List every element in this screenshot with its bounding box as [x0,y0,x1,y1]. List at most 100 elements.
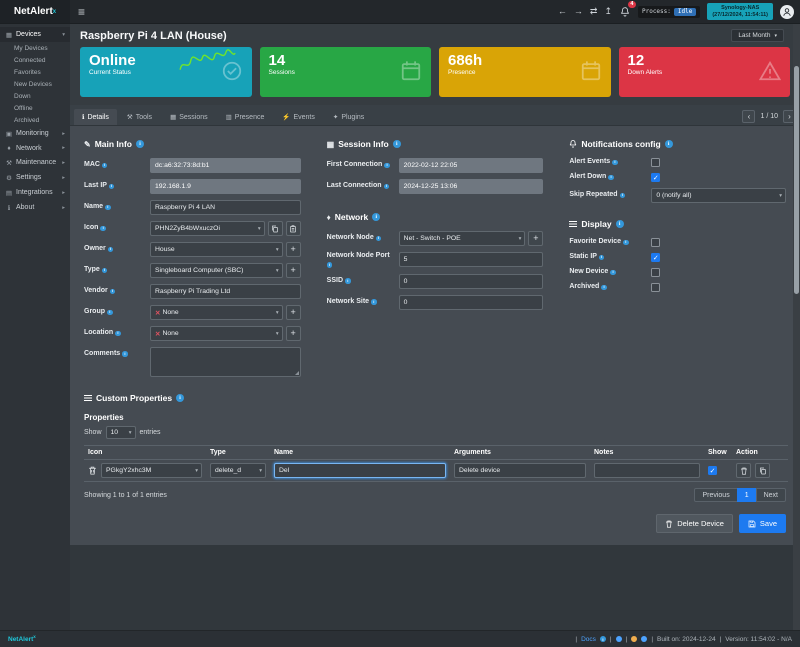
ssid-input[interactable]: 0 [398,273,544,289]
back-icon[interactable]: ← [557,6,567,16]
info-icon[interactable]: i [107,310,113,316]
server-badge[interactable]: Synology-NAS (27/12/2024, 11:54:11) [707,3,773,20]
sidebar-item-network[interactable]: ♦ Network ▸ [0,141,70,155]
info-icon[interactable]: i [107,247,114,253]
tab-plugins[interactable]: ✦ Plugins [325,109,372,125]
sidebar-item-connected[interactable]: Connected [14,56,46,64]
info-icon[interactable]: i [383,184,389,190]
new-device-checkbox[interactable]: ✓ [651,268,661,277]
add-owner-button[interactable]: + [285,242,301,257]
mac-input[interactable]: dc:a6:32:73:8d:b1 [150,158,301,173]
owner-select[interactable]: House ▾ [150,242,283,257]
info-icon[interactable]: i [375,236,382,242]
add-type-button[interactable]: + [285,263,301,278]
info-icon[interactable]: i [610,270,616,276]
sponsor-icon[interactable] [641,636,648,642]
upload-icon[interactable]: ↥ [604,6,612,16]
network-node-port-input[interactable]: 5 [398,252,544,268]
info-icon[interactable]: i [664,140,673,148]
tab-sessions[interactable]: ▦ Sessions [162,109,216,125]
info-icon[interactable]: i [176,394,185,402]
property-show-checkbox[interactable]: ✓ [708,466,717,475]
info-icon[interactable]: i [372,213,381,221]
scrollbar-thumb[interactable] [794,66,799,294]
vendor-input[interactable]: Raspberry Pi Trading Ltd [150,284,301,299]
skip-repeated-select[interactable]: 0 (notify all) ▾ [651,188,786,203]
info-icon[interactable]: i [619,193,626,199]
last-ip-input[interactable]: 192.168.1.9 [150,179,301,194]
sidebar-item-archived[interactable]: Archived [14,116,40,124]
footer-brand[interactable]: NetAlertx [8,634,36,644]
user-avatar[interactable] [780,4,794,19]
gift-icon[interactable] [615,636,622,642]
prev-device-button[interactable]: ‹ [742,110,756,123]
info-icon[interactable]: i [345,278,351,284]
name-input[interactable]: Raspberry Pi 4 LAN [150,200,301,215]
info-icon[interactable]: i [101,268,108,274]
sidebar-item-down[interactable]: Down [14,92,31,100]
info-icon[interactable]: i [601,285,607,291]
save-button[interactable]: Save [738,514,786,533]
page-size-select[interactable]: 10 ▾ [105,426,136,439]
copy-icon-button[interactable] [267,221,283,236]
info-icon[interactable]: i [615,220,624,228]
info-icon[interactable]: i [136,140,145,148]
duplicate-property-button[interactable] [755,463,770,478]
static-ip-checkbox[interactable]: ✓ [651,253,661,262]
info-icon[interactable]: i [612,160,618,166]
app-logo[interactable]: NetAlert x [0,0,70,23]
previous-page-button[interactable]: Previous [694,488,738,502]
info-icon[interactable]: i [108,184,115,190]
last-connection-input[interactable]: 2024-12-25 13:06 [398,179,544,194]
sidebar-item-maintenance[interactable]: ⚒ Maintenance ▸ [0,155,70,170]
sidebar-item-offline[interactable]: Offline [14,104,33,112]
network-site-input[interactable]: 0 [398,294,544,310]
delete-device-button[interactable]: Delete Device [656,514,733,533]
alert-down-checkbox[interactable]: ✓ [651,173,661,182]
coffee-icon[interactable] [631,636,638,642]
property-arguments-input[interactable]: Delete device [454,463,586,478]
info-icon[interactable]: i [392,140,401,148]
property-icon-select[interactable]: PGkgY2xhc3M ▾ [101,463,202,478]
sidebar-item-new-devices[interactable]: New Devices [14,80,52,88]
network-node-select[interactable]: Net - Switch - POE ▾ [398,231,526,246]
col-type[interactable]: Type [206,445,270,460]
comments-textarea[interactable] [150,347,301,377]
info-icon[interactable]: i [598,255,605,261]
sidebar-item-settings[interactable]: ⚙ Settings ▸ [0,170,70,185]
col-icon[interactable]: Icon [84,445,206,460]
sidebar-item-about[interactable]: ℹ About ▸ [0,200,70,215]
add-location-button[interactable]: + [285,326,301,341]
info-icon[interactable]: i [623,240,629,246]
sidebar-item-monitoring[interactable]: ▣ Monitoring ▸ [0,126,70,141]
forward-icon[interactable]: → [573,6,583,16]
property-name-input[interactable]: Del [274,463,446,478]
sidebar-item-favorites[interactable]: Favorites [14,68,41,76]
archived-checkbox[interactable]: ✓ [651,283,661,292]
col-arguments[interactable]: Arguments [450,445,590,460]
sidebar-toggle-icon[interactable]: ≡ [78,4,86,19]
next-page-button[interactable]: Next [755,488,786,502]
tab-events[interactable]: ⚡ Events [274,109,323,125]
refresh-icon[interactable]: ⇄ [589,6,598,16]
location-select[interactable]: ✕ None ▾ [150,326,283,341]
first-connection-input[interactable]: 2022-02-12 22:05 [398,158,544,173]
sidebar-item-my-devices[interactable]: My Devices [14,44,48,52]
alert-events-checkbox[interactable]: ✓ [651,158,661,167]
info-icon[interactable]: i [101,163,108,169]
sidebar-item-integrations[interactable]: ▤ Integrations ▸ [0,185,70,200]
info-icon[interactable]: i [608,175,614,181]
notifications-bell-button[interactable]: 4 [619,0,636,18]
col-name[interactable]: Name [270,445,450,460]
icon-select[interactable]: PHN2ZyB4bWxuczOi ▾ [150,221,265,236]
period-select[interactable]: Last Month ▾ [731,29,784,42]
sidebar-item-devices[interactable]: ▦ Devices ▾ [0,27,70,42]
add-group-button[interactable]: + [285,305,301,320]
info-icon[interactable]: i [326,262,333,268]
col-action[interactable]: Action [732,445,788,460]
group-select[interactable]: ✕ None ▾ [150,305,283,320]
type-select[interactable]: Singleboard Computer (SBC) ▾ [150,263,283,278]
info-icon[interactable]: i [115,331,121,337]
info-icon[interactable]: i [384,163,390,169]
info-icon[interactable]: i [105,205,111,211]
